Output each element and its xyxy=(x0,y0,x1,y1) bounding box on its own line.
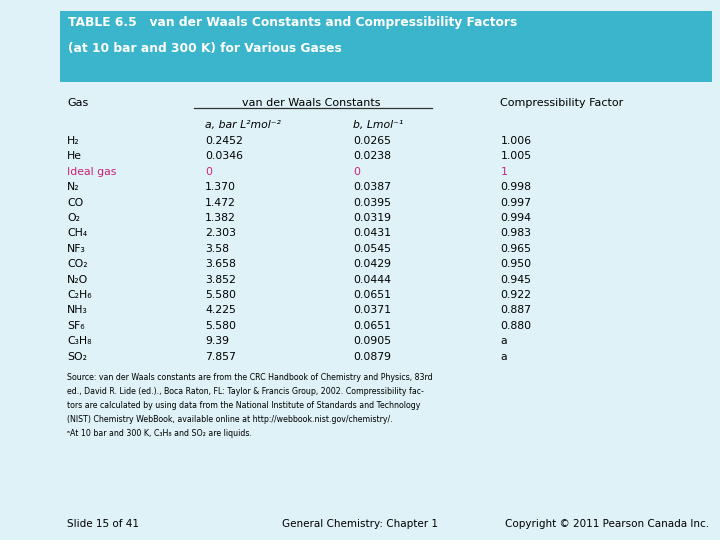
Text: O₂: O₂ xyxy=(67,213,80,223)
Text: N₂: N₂ xyxy=(67,183,80,192)
Text: tors are calculated by using data from the National Institute of Standards and T: tors are calculated by using data from t… xyxy=(67,401,420,410)
Text: 1.472: 1.472 xyxy=(205,198,236,208)
Text: H₂: H₂ xyxy=(67,136,80,146)
Text: 0: 0 xyxy=(205,167,212,177)
Text: 0: 0 xyxy=(353,167,360,177)
Text: (at 10 bar and 300 K) for Various Gases: (at 10 bar and 300 K) for Various Gases xyxy=(68,42,342,55)
Text: C₃H₈: C₃H₈ xyxy=(67,336,91,346)
Text: 0.0431: 0.0431 xyxy=(353,228,391,239)
Text: 0.0346: 0.0346 xyxy=(205,151,243,161)
Text: 9.39: 9.39 xyxy=(205,336,229,346)
Text: b, Lmol⁻¹: b, Lmol⁻¹ xyxy=(353,120,403,130)
Text: 0.0651: 0.0651 xyxy=(353,321,391,331)
Text: 3.58: 3.58 xyxy=(205,244,229,254)
Text: 1.006: 1.006 xyxy=(500,136,531,146)
Text: CH₄: CH₄ xyxy=(67,228,87,239)
Text: 0.880: 0.880 xyxy=(500,321,531,331)
Text: 3.852: 3.852 xyxy=(205,275,236,285)
Text: SO₂: SO₂ xyxy=(67,352,87,362)
Text: 0.0879: 0.0879 xyxy=(353,352,391,362)
Text: N₂O: N₂O xyxy=(67,275,89,285)
Text: 0.0387: 0.0387 xyxy=(353,183,391,192)
Text: 0.0444: 0.0444 xyxy=(353,275,391,285)
Text: Gas: Gas xyxy=(67,98,89,109)
Text: 0.965: 0.965 xyxy=(500,244,531,254)
Text: 5.580: 5.580 xyxy=(205,321,236,331)
Text: 1.370: 1.370 xyxy=(205,183,236,192)
Text: a: a xyxy=(500,352,507,362)
Text: 7.857: 7.857 xyxy=(205,352,236,362)
Text: ed., David R. Lide (ed.)., Boca Raton, FL: Taylor & Francis Group, 2002. Compres: ed., David R. Lide (ed.)., Boca Raton, F… xyxy=(67,387,424,396)
Text: Slide 15 of 41: Slide 15 of 41 xyxy=(67,519,139,530)
Text: 0.0371: 0.0371 xyxy=(353,306,391,315)
Text: 0.0545: 0.0545 xyxy=(353,244,391,254)
Text: a: a xyxy=(500,336,507,346)
Text: 0.0429: 0.0429 xyxy=(353,259,391,269)
Text: 0.0319: 0.0319 xyxy=(353,213,391,223)
Text: 1: 1 xyxy=(500,167,508,177)
Text: C₂H₆: C₂H₆ xyxy=(67,290,91,300)
Text: NH₃: NH₃ xyxy=(67,306,88,315)
Text: 0.0651: 0.0651 xyxy=(353,290,391,300)
Text: Ideal gas: Ideal gas xyxy=(67,167,117,177)
Text: van der Waals Constants: van der Waals Constants xyxy=(242,98,381,109)
Text: Copyright © 2011 Pearson Canada Inc.: Copyright © 2011 Pearson Canada Inc. xyxy=(505,519,709,530)
Text: 0.0395: 0.0395 xyxy=(353,198,391,208)
Text: 0.887: 0.887 xyxy=(500,306,531,315)
Text: 2.303: 2.303 xyxy=(205,228,236,239)
Text: ᵃAt 10 bar and 300 K, C₃H₈ and SO₂ are liquids.: ᵃAt 10 bar and 300 K, C₃H₈ and SO₂ are l… xyxy=(67,429,252,438)
Text: 0.998: 0.998 xyxy=(500,183,531,192)
Text: 0.950: 0.950 xyxy=(500,259,531,269)
Text: Source: van der Waals constants are from the CRC Handbook of Chemistry and Physi: Source: van der Waals constants are from… xyxy=(67,373,433,382)
Text: 0.994: 0.994 xyxy=(500,213,531,223)
Text: NF₃: NF₃ xyxy=(67,244,86,254)
Text: 0.983: 0.983 xyxy=(500,228,531,239)
Text: TABLE 6.5   van der Waals Constants and Compressibility Factors: TABLE 6.5 van der Waals Constants and Co… xyxy=(68,16,518,29)
Text: 0.0265: 0.0265 xyxy=(353,136,391,146)
Text: 3.658: 3.658 xyxy=(205,259,236,269)
Text: 0.0905: 0.0905 xyxy=(353,336,391,346)
Text: 0.945: 0.945 xyxy=(500,275,531,285)
Text: He: He xyxy=(67,151,82,161)
Text: SF₆: SF₆ xyxy=(67,321,84,331)
Text: 0.997: 0.997 xyxy=(500,198,531,208)
Text: 1.005: 1.005 xyxy=(500,151,531,161)
Text: 1.382: 1.382 xyxy=(205,213,236,223)
Text: (NIST) Chemistry WebBook, available online at http://webbook.nist.gov/chemistry/: (NIST) Chemistry WebBook, available onli… xyxy=(67,415,392,424)
Text: General Chemistry: Chapter 1: General Chemistry: Chapter 1 xyxy=(282,519,438,530)
Text: 4.225: 4.225 xyxy=(205,306,236,315)
Text: 0.0238: 0.0238 xyxy=(353,151,391,161)
Text: a, bar L²mol⁻²: a, bar L²mol⁻² xyxy=(205,120,281,130)
Text: CO: CO xyxy=(67,198,84,208)
Text: Compressibility Factor: Compressibility Factor xyxy=(500,98,624,109)
Text: 5.580: 5.580 xyxy=(205,290,236,300)
Text: 0.922: 0.922 xyxy=(500,290,531,300)
Text: 0.2452: 0.2452 xyxy=(205,136,243,146)
Text: CO₂: CO₂ xyxy=(67,259,88,269)
